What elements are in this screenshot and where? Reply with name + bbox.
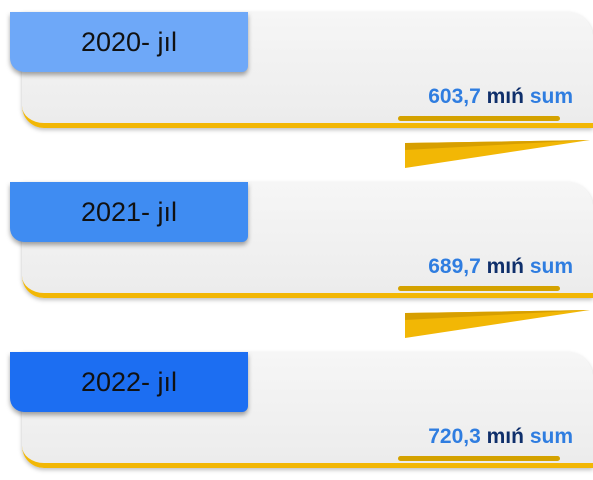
underline — [398, 456, 560, 461]
wedge-shade — [405, 310, 590, 320]
underline — [398, 116, 560, 121]
amount-unit: mıń — [486, 85, 524, 108]
amount-value: 603,7 — [428, 85, 481, 108]
underline — [398, 286, 560, 291]
amount-currency: sum — [529, 255, 573, 278]
amount-currency: sum — [529, 425, 573, 448]
amount: 720,3 mıń sum — [428, 425, 573, 449]
year-tab: 2022- jıl — [10, 352, 248, 412]
year-tab: 2021- jıl — [10, 182, 248, 242]
amount-value: 689,7 — [428, 255, 481, 278]
amount-unit: mıń — [486, 425, 524, 448]
amount-unit: mıń — [486, 255, 524, 278]
wedge-shade — [405, 140, 590, 150]
year-tab: 2020- jıl — [10, 12, 248, 72]
amount-value: 720,3 — [428, 425, 481, 448]
amount: 603,7 mıń sum — [428, 85, 573, 109]
amount: 689,7 mıń sum — [428, 255, 573, 279]
amount-currency: sum — [529, 85, 573, 108]
